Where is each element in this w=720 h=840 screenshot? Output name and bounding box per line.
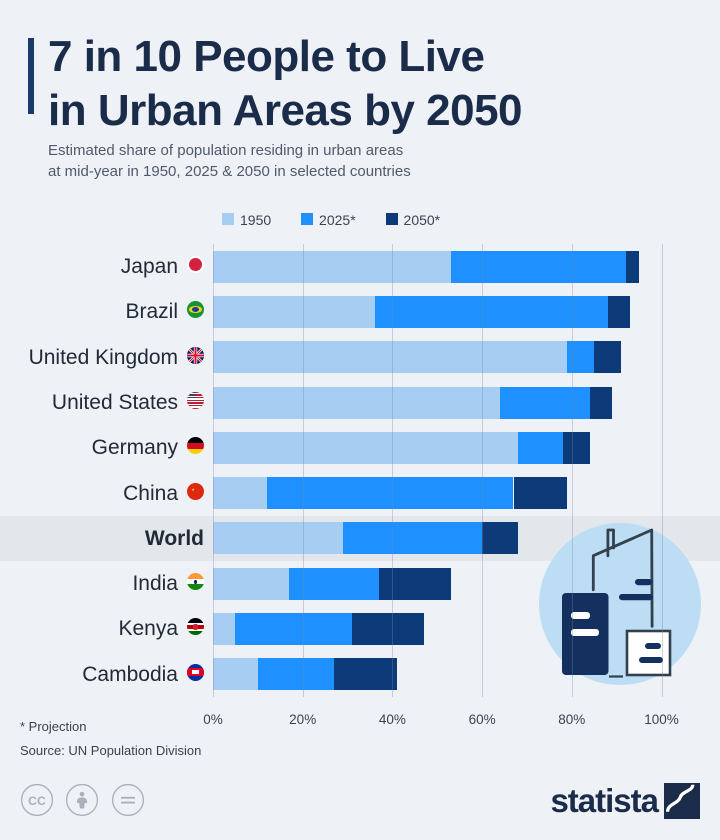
- svg-text:CC: CC: [28, 794, 46, 808]
